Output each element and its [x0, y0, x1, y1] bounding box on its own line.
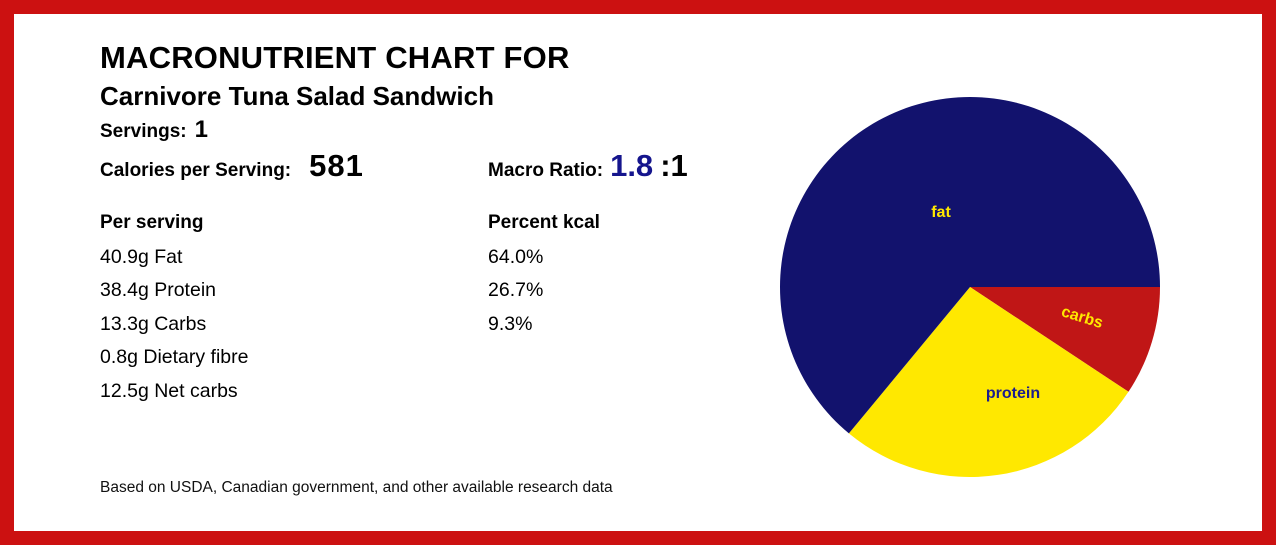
amount-cell: 13.3g Carbs — [100, 312, 207, 335]
macro-ratio-value: 1.8 — [610, 148, 654, 183]
amount-cell: 40.9g Fat — [100, 246, 183, 268]
nutrient-table: 40.9g Fat 64.0% 38.4g Protein 26.7% 13.3… — [100, 241, 720, 408]
amount-cell: 38.4g Protein — [100, 279, 217, 302]
pie-slice-label-fat: fat — [931, 204, 951, 221]
percent-cell: 9.3% — [488, 312, 533, 335]
macro-ratio-suffix: :1 — [660, 148, 688, 183]
table-row-fat: 40.9g Fat 64.0% — [100, 241, 720, 274]
pie-slice-protein — [848, 287, 1129, 477]
recipe-name: Carnivore Tuna Salad Sandwich — [100, 81, 494, 111]
servings-value: 1 — [194, 116, 208, 143]
table-row-carbs: 13.3g Carbs 9.3% — [100, 308, 720, 341]
percent-cell: 26.7% — [488, 279, 544, 302]
per-serving-header: Per serving — [100, 212, 204, 233]
amount-cell: 12.5g Net carbs — [100, 379, 238, 402]
data-source-note: Based on USDA, Canadian government, and … — [100, 479, 613, 496]
page-title: MACRONUTRIENT CHART FOR — [100, 40, 570, 75]
table-row-protein: 38.4g Protein 26.7% — [100, 274, 720, 307]
pie-slice-label-protein: protein — [986, 385, 1040, 402]
percent-cell: 64.0% — [488, 246, 544, 268]
servings-label: Servings: — [100, 121, 187, 142]
table-row-fibre: 0.8g Dietary fibre — [100, 341, 720, 374]
percent-cell — [488, 341, 720, 374]
calories-value: 581 — [309, 148, 364, 183]
macro-ratio-line: Macro Ratio: 1.8:1 — [488, 148, 688, 184]
table-row-net-carbs: 12.5g Net carbs — [100, 375, 720, 408]
calories-line: Calories per Serving: 581 — [100, 148, 364, 184]
servings-line: Servings: 1 — [100, 116, 208, 144]
pie-slice-fat — [780, 97, 1160, 434]
percent-kcal-header: Percent kcal — [488, 212, 600, 233]
percent-cell — [488, 375, 720, 408]
macro-ratio-label: Macro Ratio: — [488, 160, 604, 181]
pie-slice-carbs — [970, 287, 1160, 392]
calories-label: Calories per Serving: — [100, 160, 292, 181]
amount-cell: 0.8g Dietary fibre — [100, 346, 249, 369]
